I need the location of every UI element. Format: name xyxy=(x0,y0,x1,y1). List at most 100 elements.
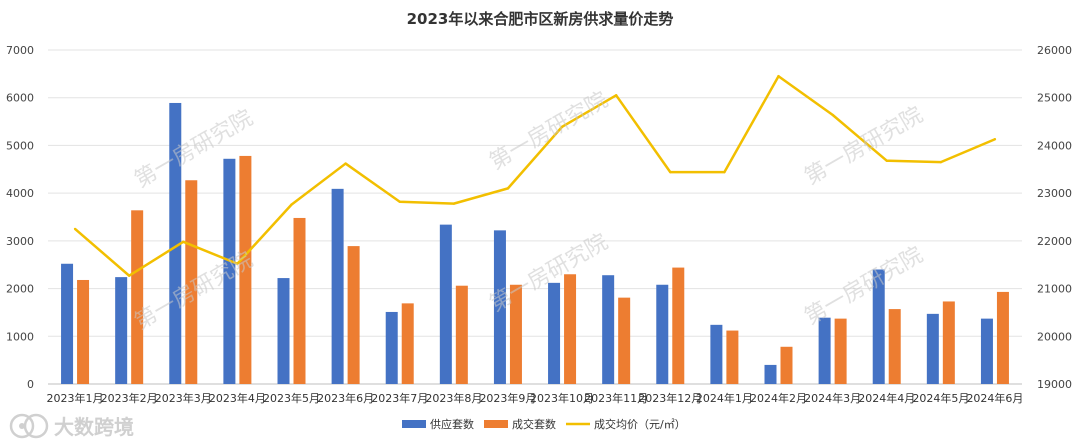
x-axis-tick-label: 2023年7月 xyxy=(371,391,428,405)
bar-supply xyxy=(656,284,669,384)
line-point xyxy=(669,170,672,174)
bar-sales xyxy=(618,297,631,384)
left-axis-tick-label: 4000 xyxy=(6,187,34,200)
line-point xyxy=(777,75,780,78)
x-axis-tick-label: 2023年6月 xyxy=(317,391,374,405)
line-point xyxy=(831,113,834,117)
line-point xyxy=(236,262,239,265)
x-axis-tick-label: 2023年8月 xyxy=(425,391,482,405)
x-axis-tick-label: 2023年5月 xyxy=(263,391,320,405)
x-axis-tick-label: 2023年12月 xyxy=(638,391,702,405)
x-axis-tick-label: 2024年6月 xyxy=(966,391,1023,405)
bar-sales xyxy=(942,301,955,384)
bar-supply xyxy=(493,230,506,384)
line-point xyxy=(73,227,77,231)
bar-supply xyxy=(926,313,939,384)
line-point xyxy=(560,125,564,129)
left-axis-tick-label: 3000 xyxy=(6,235,34,248)
bar-sales xyxy=(888,309,901,384)
right-axis-tick-label: 26000 xyxy=(1037,44,1072,57)
bar-sales xyxy=(401,303,414,384)
legend-label: 供应套数 xyxy=(430,417,474,431)
right-axis-tick-label: 19000 xyxy=(1037,378,1072,391)
x-axis-tick-label: 2023年10月 xyxy=(530,391,594,405)
left-axis-tick-label: 2000 xyxy=(6,283,34,296)
line-point xyxy=(452,202,456,205)
brand-logo-icon xyxy=(9,413,49,439)
x-axis-tick-label: 2023年1月 xyxy=(47,391,104,405)
line-point xyxy=(939,160,943,164)
right-axis-tick-label: 25000 xyxy=(1037,92,1072,105)
bar-supply xyxy=(169,102,182,384)
watermark-1: 第一房研究院 xyxy=(131,106,258,194)
line-point xyxy=(182,240,185,244)
left-axis-tick-label: 1000 xyxy=(6,330,34,343)
bar-sales xyxy=(293,217,306,384)
bar-sales xyxy=(347,246,360,384)
bar-sales xyxy=(780,346,793,384)
bar-sales xyxy=(77,279,90,384)
watermark-3: 第一房研究院 xyxy=(801,103,928,191)
bar-sales xyxy=(564,274,577,384)
line-point xyxy=(398,200,401,203)
bar-supply xyxy=(818,317,831,384)
left-axis-tick-label: 7000 xyxy=(6,44,34,57)
x-axis-tick-label: 2023年11月 xyxy=(584,391,648,405)
bar-supply xyxy=(602,275,615,384)
line-point xyxy=(506,187,510,190)
x-axis-tick-label: 2024年1月 xyxy=(696,391,753,405)
bar-sales xyxy=(455,285,468,384)
bar-sales xyxy=(239,155,252,384)
bar-sales xyxy=(185,180,198,384)
bar-sales xyxy=(131,210,144,384)
bar-supply xyxy=(385,311,398,384)
left-axis-tick-label: 6000 xyxy=(6,92,34,105)
line-series-group xyxy=(73,74,997,277)
right-axis-ticks: 19000 20000 21000 22000 23000 24000 25000 26000 xyxy=(1037,44,1072,391)
brand-logo: 大数跨境 xyxy=(9,413,134,439)
line-point xyxy=(614,94,618,97)
bar-sales xyxy=(672,267,685,384)
left-axis-tick-label: 5000 xyxy=(6,139,34,152)
bar-sales xyxy=(509,284,522,384)
right-axis-tick-label: 20000 xyxy=(1037,330,1072,343)
bar-supply xyxy=(331,188,344,384)
x-axis-tick-label: 2024年4月 xyxy=(858,391,915,405)
x-axis-tick-label: 2024年3月 xyxy=(804,391,861,405)
chart-title: 2023年以来合肥市区新房供求量价走势 xyxy=(407,10,674,28)
legend-swatch xyxy=(484,420,508,428)
legend-swatch xyxy=(402,420,426,428)
line-point xyxy=(344,162,347,165)
bar-supply xyxy=(710,324,723,384)
x-axis-tick-label: 2024年5月 xyxy=(912,391,969,405)
left-axis-ticks: 0 1000 2000 3000 4000 5000 6000 7000 xyxy=(6,44,34,391)
right-axis-tick-label: 23000 xyxy=(1037,187,1072,200)
bar-supply xyxy=(115,277,128,384)
x-axis-tick-label: 2023年4月 xyxy=(209,391,266,405)
bar-supply xyxy=(980,318,993,384)
bars-group xyxy=(61,102,1009,384)
bar-sales xyxy=(834,318,847,384)
line-avg-price xyxy=(74,74,996,277)
gridlines xyxy=(48,49,1022,385)
right-axis-tick-label: 21000 xyxy=(1037,283,1072,296)
brand-logo-text: 大数跨境 xyxy=(54,415,134,439)
line-point xyxy=(993,138,997,141)
bar-supply xyxy=(277,278,290,384)
x-axis-tick-label: 2024年2月 xyxy=(750,391,807,405)
watermark-2: 第一房研究院 xyxy=(486,88,613,176)
bar-supply xyxy=(439,224,452,384)
bar-supply xyxy=(223,158,236,384)
legend-label: 成交均价（元/㎡） xyxy=(594,417,686,431)
right-axis-tick-label: 24000 xyxy=(1037,139,1072,152)
legend-label: 成交套数 xyxy=(512,417,556,431)
bar-sales xyxy=(726,330,739,384)
bar-sales xyxy=(996,291,1009,384)
x-axis-tick-label: 2023年3月 xyxy=(155,391,212,405)
left-axis-tick-label: 0 xyxy=(27,378,34,391)
legend: 供应套数 成交套数 成交均价（元/㎡） xyxy=(402,417,686,431)
line-point xyxy=(723,170,726,174)
bar-supply xyxy=(764,364,777,384)
